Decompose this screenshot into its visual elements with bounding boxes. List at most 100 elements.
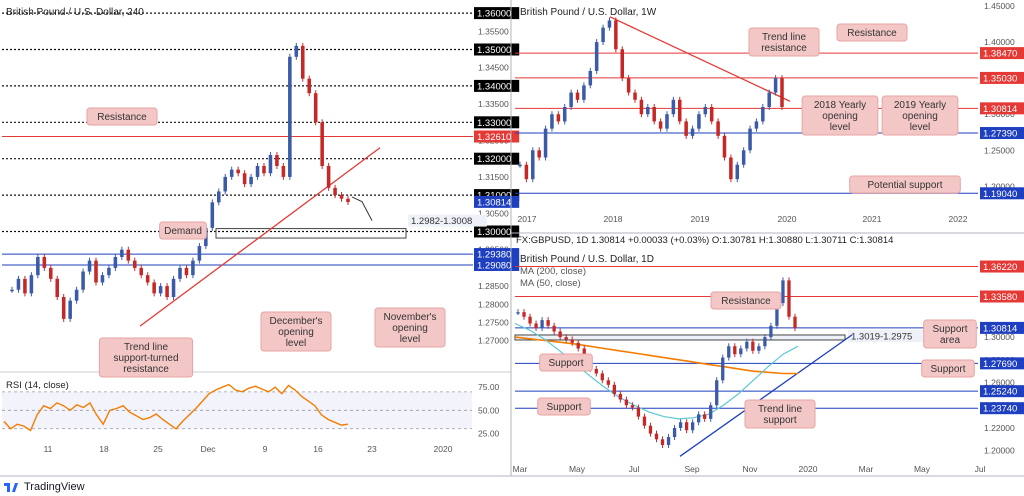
d1-annotation-trend-line-box: [744, 399, 816, 429]
h4-candle: [61, 297, 66, 319]
w1-candle: [575, 92, 580, 100]
d1-level-label: 1.23740: [983, 404, 1017, 415]
h4-candle: [255, 165, 260, 177]
w1-candle: [588, 70, 593, 86]
h4-x-tick: 18: [99, 444, 109, 454]
h4-x-tick: 23: [367, 444, 377, 454]
h4-x-tick: 16: [313, 444, 323, 454]
d1-candle: [618, 393, 623, 400]
d1-x-tick: Mar: [859, 464, 874, 474]
w1-annotation-potential-support: Potential support: [867, 180, 942, 191]
d1-annotation-resistance-box: [710, 291, 782, 310]
h4-y-tick: 1.27500: [478, 318, 509, 328]
w1-candle: [722, 135, 727, 158]
d1-candle: [721, 357, 725, 381]
d1-candle: [733, 346, 737, 355]
h4-annotation-resistance: Resistance: [97, 112, 147, 123]
h4-y-tick: 1.27000: [478, 336, 509, 346]
d1-level-label-bg: [980, 357, 1024, 370]
weekly-chart-panel[interactable]: 1.450001.400001.350001.300001.250001.200…: [515, 1, 1024, 224]
h4-candle: [68, 300, 72, 319]
h4-rsi-tick: 25.00: [478, 428, 500, 438]
h4-candle: [184, 267, 189, 276]
h4-candle: [333, 187, 337, 196]
d1-annotation-support-1: Support: [548, 358, 583, 369]
d1-y-tick: 1.20000: [984, 446, 1015, 456]
h4-annotation-demand-box: [159, 221, 207, 240]
d1-x-tick: Sep: [684, 464, 699, 474]
w1-x-tick: 2017: [518, 214, 537, 224]
d1-ma50-line: [514, 322, 799, 420]
w1-y-tick: 1.45000: [984, 1, 1015, 11]
h4-y-tick: 1.28000: [478, 299, 509, 309]
h4-candle: [42, 256, 47, 268]
h4-candle: [16, 278, 21, 290]
w1-candle: [562, 107, 567, 122]
w1-candle: [543, 128, 548, 158]
w1-level-label: 1.35030: [983, 73, 1017, 84]
d1-candle: [654, 433, 659, 440]
h4-level-label: 1.30000: [477, 227, 511, 238]
h4-candle: [158, 286, 163, 294]
d1-candle: [552, 325, 556, 332]
h4-candle: [113, 256, 118, 268]
w1-candle: [607, 20, 612, 28]
h4-annotation-december: December's: [269, 316, 322, 327]
d1-candle: [703, 414, 707, 419]
d1-candle: [775, 303, 779, 326]
d1-y-tick: 1.22000: [984, 423, 1015, 433]
w1-candle: [626, 78, 631, 93]
h4-candle: [320, 122, 324, 166]
d1-candle: [666, 437, 671, 445]
w1-x-tick: 2020: [778, 214, 797, 224]
d1-annotation-support-area: Support: [932, 324, 967, 335]
d1-candle: [570, 339, 574, 343]
d1-level-label: 1.30814: [983, 323, 1017, 334]
w1-candle: [729, 157, 733, 180]
w1-level-label: 1.19040: [983, 189, 1017, 200]
w1-title: British Pound / U.S. Dollar, 1W: [520, 7, 657, 18]
d1-level-label: 1.33580: [983, 292, 1017, 303]
w1-candle: [569, 92, 573, 107]
d1-candle: [528, 316, 532, 324]
h4-x-tick: 9: [263, 444, 268, 454]
h4-annotation-resistance-box: [86, 107, 158, 126]
w1-candle: [709, 107, 714, 122]
w1-annotation-trend-line: Trend line: [762, 32, 807, 43]
h4-candle: [74, 289, 79, 301]
h4-x-tick: Dec: [200, 444, 216, 454]
h4-rsi-line: [3, 383, 349, 432]
d1-y-tick: 1.30000: [984, 332, 1015, 342]
h4-y-tick: 1.33500: [478, 99, 509, 109]
d1-x-tick: Jul: [975, 464, 986, 474]
d1-candle: [522, 312, 526, 317]
daily-chart-panel[interactable]: 1.300001.280001.260001.240001.220001.200…: [513, 235, 1024, 474]
h4-demand-zone: [215, 228, 407, 239]
w1-annotation-resistance-box: [836, 23, 908, 42]
d1-x-tick: May: [569, 464, 586, 474]
w1-level-label-bg: [980, 71, 1024, 84]
h4-y-tick: 1.35500: [478, 26, 509, 36]
h4-candle: [275, 155, 279, 166]
w1-x-tick: 2019: [691, 214, 710, 224]
d1-ma200-line: [514, 336, 798, 375]
h4-candle: [262, 165, 266, 174]
w1-level-label: 1.38470: [983, 49, 1017, 60]
w1-candle: [754, 121, 759, 129]
w1-annotation-2018: 2018 Yearly: [814, 100, 866, 111]
h4-candle: [36, 256, 40, 276]
w1-x-tick: 2022: [949, 214, 968, 224]
h4-candle: [126, 249, 131, 261]
d1-annotation-support-2-box: [537, 397, 591, 416]
d1-candle: [751, 341, 755, 351]
h4-candle: [249, 176, 253, 185]
h4-annotation-trend-line: support-turned: [113, 353, 178, 364]
d1-annotation-support-2: Support: [546, 402, 581, 413]
d1-level-label-bg: [980, 290, 1024, 303]
d1-candle: [745, 341, 749, 349]
h4-candle: [10, 289, 14, 292]
h4-chart-panel[interactable]: 1.36000 1.35500 1.35000 1.34500 1.34000 1.335…: [0, 0, 520, 476]
d1-level-label-bg: [980, 321, 1024, 334]
d1-candle: [696, 414, 701, 423]
